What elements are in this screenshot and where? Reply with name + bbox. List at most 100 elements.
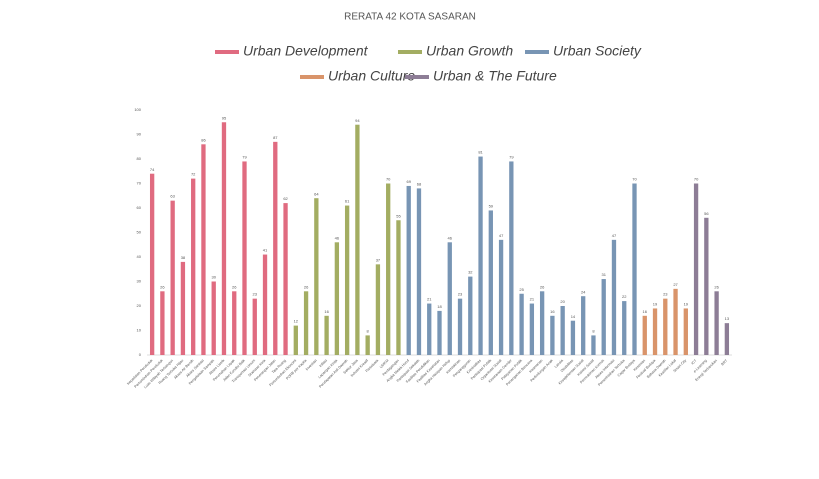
bar <box>191 178 196 355</box>
value-label: 25 <box>519 287 524 292</box>
value-label: 26 <box>540 284 545 289</box>
legend-label: Urban Culture <box>328 68 415 84</box>
value-label: 8 <box>592 328 595 333</box>
bar <box>283 203 288 355</box>
bar <box>180 261 186 355</box>
value-label: 46 <box>335 235 340 240</box>
value-label: 16 <box>550 309 555 314</box>
bar <box>642 315 647 355</box>
bar <box>550 315 555 355</box>
value-label: 16 <box>643 309 648 314</box>
value-label: 38 <box>181 255 186 260</box>
legend-swatch <box>300 75 324 79</box>
bar <box>221 122 227 355</box>
value-label: 26 <box>304 284 309 289</box>
value-label: 69 <box>406 179 411 184</box>
bar <box>478 156 483 355</box>
value-label: 37 <box>376 257 381 262</box>
legend-label: Urban Society <box>553 43 642 59</box>
bar <box>211 281 216 355</box>
y-tick-label: 90 <box>137 132 142 137</box>
value-label: 56 <box>704 211 709 216</box>
bar <box>201 144 206 355</box>
bar <box>365 335 370 355</box>
value-label: 26 <box>714 284 719 289</box>
bar <box>560 306 565 355</box>
y-tick-label: 50 <box>137 230 142 235</box>
value-label: 20 <box>560 299 565 304</box>
bar <box>591 335 596 355</box>
bar <box>488 210 493 355</box>
value-label: 23 <box>458 292 463 297</box>
legend-swatch <box>525 50 549 54</box>
bar <box>673 288 678 355</box>
value-label: 21 <box>427 297 432 302</box>
value-label: 47 <box>499 233 504 238</box>
value-label: 64 <box>314 191 319 196</box>
bar <box>170 200 175 355</box>
x-tick-label: BRT <box>720 358 728 366</box>
value-label: 24 <box>581 289 586 294</box>
chart-title: RERATA 42 KOTA SASARAN <box>344 12 476 23</box>
y-tick-label: 80 <box>137 156 142 161</box>
value-label: 41 <box>263 248 268 253</box>
bar <box>273 141 278 355</box>
y-tick-label: 30 <box>137 279 142 284</box>
y-tick-label: 0 <box>139 352 142 357</box>
bar <box>406 185 411 355</box>
value-label: 30 <box>211 275 216 280</box>
bar <box>539 291 545 355</box>
bar <box>601 279 606 355</box>
value-label: 13 <box>725 316 730 321</box>
bar <box>242 161 247 355</box>
bar <box>622 301 627 355</box>
value-label: 68 <box>417 181 422 186</box>
value-label: 22 <box>622 294 627 299</box>
value-label: 14 <box>571 314 576 319</box>
bar <box>693 183 699 355</box>
bar <box>468 276 473 355</box>
bar <box>427 303 432 355</box>
legend-label: Urban Growth <box>426 43 513 59</box>
bar <box>529 303 535 355</box>
y-tick-label: 70 <box>137 181 142 186</box>
legend-label: Urban Development <box>243 43 369 59</box>
bar <box>519 293 524 355</box>
value-label: 55 <box>396 213 401 218</box>
y-tick-label: 100 <box>134 107 141 112</box>
bar <box>509 161 514 355</box>
bar <box>375 264 381 355</box>
value-label: 62 <box>283 196 288 201</box>
value-label: 27 <box>673 282 678 287</box>
bar <box>344 205 350 355</box>
bar <box>232 291 237 355</box>
value-label: 79 <box>242 155 247 160</box>
bar <box>570 320 576 355</box>
bar <box>252 298 257 355</box>
bar <box>611 239 617 355</box>
value-label: 94 <box>355 118 360 123</box>
bar <box>704 217 709 355</box>
legend-swatch <box>215 50 239 54</box>
value-label: 19 <box>653 302 658 307</box>
value-label: 72 <box>191 172 196 177</box>
bar <box>149 173 155 355</box>
y-tick-label: 20 <box>137 303 142 308</box>
value-label: 95 <box>222 115 227 120</box>
value-label: 74 <box>150 167 155 172</box>
value-label: 19 <box>684 302 689 307</box>
legend-label: Urban & The Future <box>433 68 557 84</box>
value-label: 61 <box>345 199 350 204</box>
x-tick-label: Investasi <box>305 358 318 371</box>
value-label: 26 <box>160 284 165 289</box>
bar <box>262 254 268 355</box>
value-label: 16 <box>324 309 329 314</box>
value-label: 46 <box>448 235 453 240</box>
bar <box>396 220 401 355</box>
value-label: 63 <box>170 194 175 199</box>
x-tick-label: ICT <box>691 358 698 365</box>
value-label: 59 <box>489 204 494 209</box>
value-label: 86 <box>201 137 206 142</box>
x-tick-label: UMKM <box>379 359 390 370</box>
